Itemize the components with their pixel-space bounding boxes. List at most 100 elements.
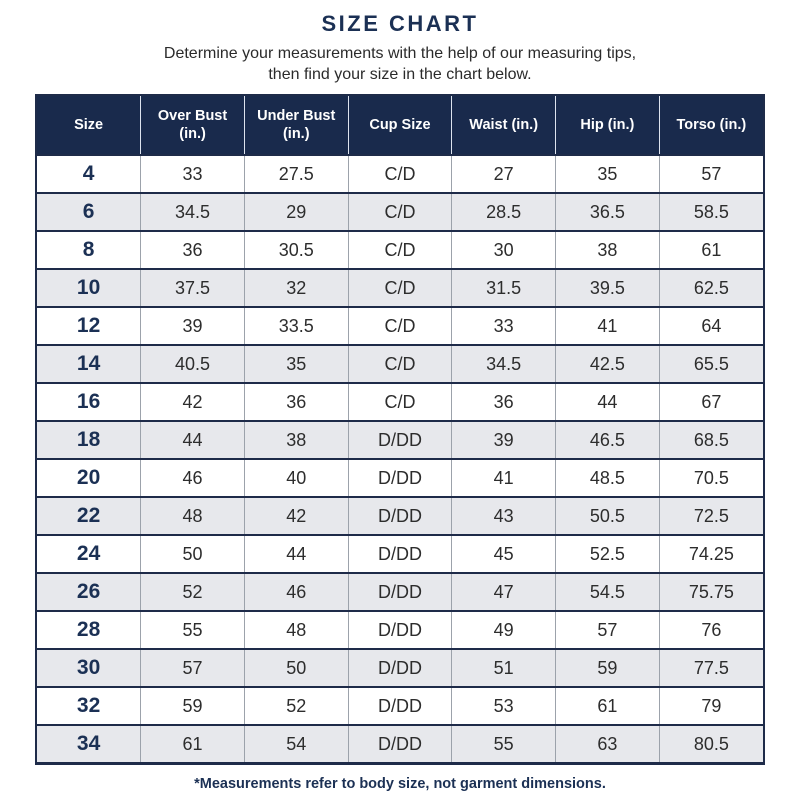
measurement-cell: C/D [347, 192, 452, 232]
size-cell: 6 [37, 192, 141, 232]
column-header: Waist (in.) [451, 96, 556, 156]
table-row: 14 40.5 35 C/D 34.5 42.5 65.5 [37, 344, 763, 384]
measurement-cell: 74.25 [658, 534, 763, 574]
measurement-cell: 67 [658, 382, 763, 422]
size-cell: 34 [37, 724, 141, 763]
measurement-cell: 80.5 [658, 724, 763, 763]
measurement-cell: 34.5 [140, 192, 245, 232]
measurement-cell: 40.5 [140, 344, 245, 384]
table-row: 10 37.5 32 C/D 31.5 39.5 62.5 [37, 268, 763, 308]
table-row: 34 61 54 D/DD 55 63 80.5 [37, 724, 763, 763]
measurement-cell: 34.5 [451, 344, 556, 384]
measurement-cell: 33 [140, 154, 245, 194]
subtitle-line-1: Determine your measurements with the hel… [163, 45, 637, 63]
measurement-cell: C/D [347, 344, 452, 384]
measurement-cell: 35 [243, 344, 349, 384]
table-row: 12 39 33.5 C/D 33 41 64 [37, 306, 763, 346]
measurement-cell: 30.5 [243, 230, 349, 270]
table-row: 4 33 27.5 C/D 27 35 57 [37, 154, 763, 194]
measurement-cell: C/D [347, 230, 452, 270]
page-title: SIZE CHART [321, 11, 479, 36]
measurement-cell: 62.5 [658, 268, 763, 308]
measurement-cell: 70.5 [658, 458, 763, 498]
measurement-cell: 57 [140, 648, 245, 688]
measurement-cell: 42 [140, 382, 245, 422]
size-cell: 24 [37, 534, 141, 574]
measurement-cell: 29 [243, 192, 349, 232]
table-row: 30 57 50 D/DD 51 59 77.5 [37, 648, 763, 688]
measurement-cell: 30 [451, 230, 556, 270]
measurement-cell: 46 [243, 572, 349, 612]
measurement-cell: 52 [140, 572, 245, 612]
measurement-cell: C/D [347, 154, 452, 194]
measurement-cell: 33 [451, 306, 556, 346]
measurement-cell: 36 [243, 382, 349, 422]
size-chart-table: Size Over Bust (in.) Under Bust (in.) Cup S… [37, 96, 763, 763]
measurement-cell: 76 [658, 610, 763, 650]
measurement-cell: 48.5 [555, 458, 660, 498]
measurement-cell: 57 [555, 610, 660, 650]
measurement-cell: 75.75 [658, 572, 763, 612]
measurement-cell: 59 [555, 648, 660, 688]
measurement-cell: 46 [140, 458, 245, 498]
measurement-cell: D/DD [347, 496, 452, 536]
measurement-cell: 42.5 [555, 344, 660, 384]
measurement-cell: D/DD [347, 648, 452, 688]
measurement-cell: 48 [243, 610, 349, 650]
measurement-cell: 36.5 [555, 192, 660, 232]
measurement-cell: 77.5 [658, 648, 763, 688]
measurement-cell: 40 [243, 458, 349, 498]
measurement-cell: 36 [140, 230, 245, 270]
size-cell: 16 [37, 382, 141, 422]
measurement-cell: 36 [451, 382, 556, 422]
table-row: 32 59 52 D/DD 53 61 79 [37, 686, 763, 726]
measurement-cell: 33.5 [243, 306, 349, 346]
measurement-cell: 50.5 [555, 496, 660, 536]
table-row: 20 46 40 D/DD 41 48.5 70.5 [37, 458, 763, 498]
measurement-cell: C/D [347, 268, 452, 308]
measurement-cell: 27 [451, 154, 556, 194]
measurement-cell: 61 [658, 230, 763, 270]
measurement-cell: 28.5 [451, 192, 556, 232]
measurement-cell: 52 [243, 686, 349, 726]
table-row: 8 36 30.5 C/D 30 38 61 [37, 230, 763, 270]
measurement-cell: 50 [243, 648, 349, 688]
measurement-cell: 55 [451, 724, 556, 763]
measurement-cell: 38 [243, 420, 349, 460]
measurement-cell: 49 [451, 610, 556, 650]
measurement-cell: 43 [451, 496, 556, 536]
size-cell: 8 [37, 230, 141, 270]
measurement-cell: 39.5 [555, 268, 660, 308]
measurement-cell: 72.5 [658, 496, 763, 536]
measurement-cell: 68.5 [658, 420, 763, 460]
measurement-cell: 64 [658, 306, 763, 346]
measurement-cell: 44 [243, 534, 349, 574]
column-header: Hip (in.) [555, 96, 660, 156]
table-header: Size Over Bust (in.) Under Bust (in.) Cup S… [37, 96, 763, 156]
size-chart-table-container: Size Over Bust (in.) Under Bust (in.) Cup S… [35, 94, 765, 766]
measurement-cell: D/DD [347, 686, 452, 726]
measurement-cell: D/DD [347, 458, 452, 498]
measurement-cell: 27.5 [243, 154, 349, 194]
measurement-cell: 55 [140, 610, 245, 650]
measurement-cell: 32 [243, 268, 349, 308]
measurement-cell: 63 [555, 724, 660, 763]
column-header: Torso (in.) [658, 96, 763, 156]
table-row: 18 44 38 D/DD 39 46.5 68.5 [37, 420, 763, 460]
column-header: Size [37, 96, 141, 156]
size-cell: 12 [37, 306, 141, 346]
measurement-cell: 54 [243, 724, 349, 763]
measurement-cell: D/DD [347, 610, 452, 650]
header-row: Size Over Bust (in.) Under Bust (in.) Cup S… [37, 96, 763, 156]
footnote: *Measurements refer to body size, not ga… [194, 776, 606, 793]
measurement-cell: 39 [451, 420, 556, 460]
measurement-cell: 47 [451, 572, 556, 612]
column-header: Under Bust (in.) [243, 96, 349, 156]
measurement-cell: 41 [451, 458, 556, 498]
size-cell: 14 [37, 344, 141, 384]
measurement-cell: 44 [140, 420, 245, 460]
measurement-cell: 39 [140, 306, 245, 346]
measurement-cell: 42 [243, 496, 349, 536]
size-cell: 4 [37, 154, 141, 194]
measurement-cell: 57 [658, 154, 763, 194]
